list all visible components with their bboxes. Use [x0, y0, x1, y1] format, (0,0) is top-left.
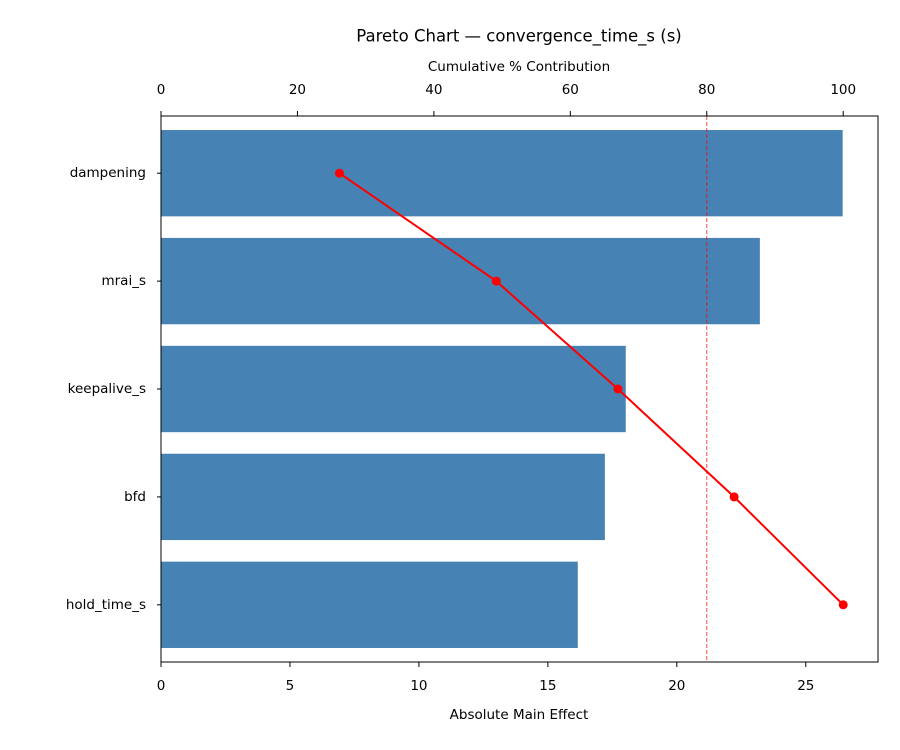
cumulative-marker	[491, 276, 501, 286]
x2-axis-label: Cumulative % Contribution	[428, 59, 610, 75]
x-tick-label: 0	[157, 678, 166, 694]
cumulative-marker	[729, 492, 739, 502]
x-tick-label: 10	[410, 678, 427, 694]
plot-frame	[160, 115, 879, 663]
y-tick-label: keepalive_s	[68, 381, 146, 397]
x2-tick-label: 80	[698, 82, 715, 98]
y-tick-label: bfd	[124, 489, 146, 505]
bar	[161, 345, 626, 433]
bar	[161, 453, 605, 541]
x-tick-label: 20	[668, 678, 685, 694]
bar	[161, 237, 760, 325]
cumulative-marker	[838, 600, 848, 610]
cumulative-marker	[613, 384, 623, 394]
y-tick-label: hold_time_s	[66, 597, 146, 613]
chart-title: Pareto Chart — convergence_time_s (s)	[356, 27, 681, 47]
cumulative-marker	[334, 168, 344, 178]
x2-tick-label: 20	[289, 82, 306, 98]
x2-tick-label: 60	[562, 82, 579, 98]
x-tick-label: 25	[797, 678, 814, 694]
y-tick-label: mrai_s	[101, 273, 146, 289]
x-axis-label: Absolute Main Effect	[450, 707, 589, 723]
y-tick-label: dampening	[70, 165, 146, 181]
x-tick-label: 5	[286, 678, 295, 694]
x2-tick-label: 40	[425, 82, 442, 98]
x2-tick-label: 100	[830, 82, 856, 98]
bar	[161, 561, 578, 648]
x2-tick-label: 0	[157, 82, 166, 98]
x-tick-label: 15	[539, 678, 556, 694]
bar	[161, 130, 843, 217]
